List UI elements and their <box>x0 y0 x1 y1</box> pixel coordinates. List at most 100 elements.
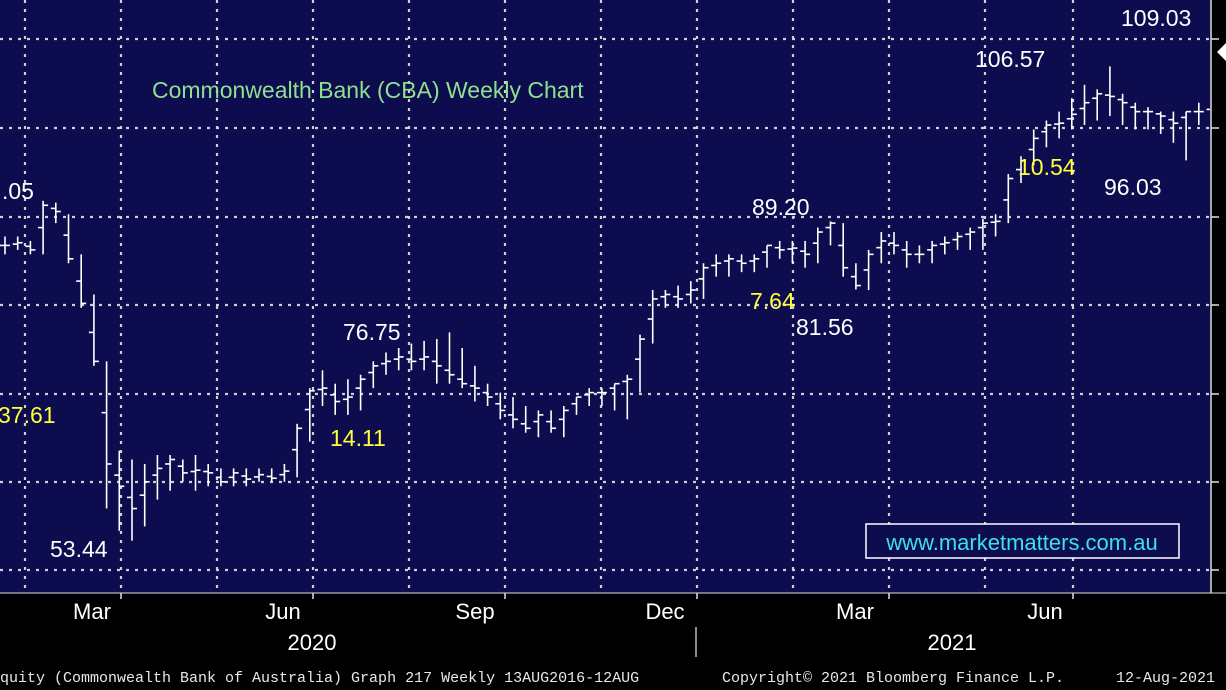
footer <box>0 662 1226 690</box>
annotation-dip-2021: 81.56 <box>796 314 854 340</box>
price-bar <box>393 348 404 371</box>
price-bar <box>1079 84 1090 125</box>
price-bar <box>914 245 925 264</box>
x-axis-year-label: 2021 <box>928 630 977 655</box>
price-bar <box>736 254 747 273</box>
price-bar <box>1155 111 1166 134</box>
price-bar <box>177 459 188 482</box>
footer-copyright: Copyright© 2021 Bloomberg Finance L.P. <box>722 670 1064 687</box>
price-bar <box>711 254 722 277</box>
price-bar <box>127 459 137 541</box>
price-bar <box>647 290 658 344</box>
x-axis-month-label: Mar <box>836 599 874 624</box>
price-bar <box>38 200 49 255</box>
chart-title: Commonwealth Bank (CBA) Weekly Chart <box>152 77 584 103</box>
footer-texts: quity (Commonwealth Bank of Australia) G… <box>0 670 1215 687</box>
price-bar <box>1117 93 1128 125</box>
price-bar <box>431 339 442 384</box>
price-bar <box>927 240 938 264</box>
price-bar <box>342 379 353 415</box>
price-bar <box>977 218 988 250</box>
price-bar <box>381 352 391 375</box>
price-bar <box>139 463 150 527</box>
price-bar <box>876 232 887 264</box>
x-axis: Mar Jun Sep Dec Mar Jun 2020 2021 <box>0 593 1226 662</box>
x-axis-year-label: 2020 <box>288 630 337 655</box>
price-bar <box>0 236 10 255</box>
price-bar <box>965 227 976 250</box>
price-bar <box>304 388 315 442</box>
price-bar <box>889 232 899 255</box>
price-bar <box>1181 110 1192 161</box>
annotation-move-2021: 7.64 <box>750 288 795 314</box>
price-bar <box>990 214 1001 237</box>
price-bar <box>1104 66 1115 117</box>
price-bar <box>406 343 417 371</box>
last-price-marker <box>1217 43 1226 61</box>
x-axis-month-label: Mar <box>73 599 111 624</box>
price-bar <box>520 405 531 433</box>
price-bar <box>508 397 518 429</box>
price-bar <box>165 455 176 491</box>
price-bar <box>101 361 112 509</box>
price-bar <box>12 236 23 250</box>
price-bar <box>660 290 671 308</box>
price-bar <box>88 294 99 366</box>
price-bar <box>609 382 620 411</box>
price-bar <box>419 340 430 371</box>
price-bar <box>825 221 836 246</box>
price-bar <box>838 223 849 277</box>
price-bar <box>939 236 950 255</box>
price-bar <box>749 254 760 273</box>
annotation-low-left: 37.61 <box>0 402 56 428</box>
annotation-prior-high: 106.57 <box>975 46 1045 72</box>
plot-area <box>0 0 1210 593</box>
price-bar <box>190 455 201 491</box>
price-bar <box>1193 102 1204 125</box>
price-bar <box>355 374 366 411</box>
price-bar <box>698 263 709 299</box>
price-bar <box>1028 129 1039 166</box>
price-bar <box>1168 111 1179 143</box>
right-axis <box>1210 0 1226 593</box>
price-bar <box>1143 107 1153 130</box>
price-bar <box>215 468 226 487</box>
price-bar <box>952 232 963 250</box>
price-bar <box>279 463 290 482</box>
price-bar <box>228 468 239 487</box>
right-axis-strip <box>1210 0 1226 593</box>
price-bar <box>723 254 734 277</box>
price-bar <box>1003 174 1014 224</box>
price-bar <box>812 227 823 264</box>
price-bar <box>469 365 480 402</box>
price-bar <box>1130 102 1141 130</box>
price-bar <box>685 281 696 304</box>
price-bar <box>850 263 861 290</box>
x-axis-month-label: Dec <box>645 599 684 624</box>
x-axis-background <box>0 594 1226 662</box>
footer-date: 12-Aug-2021 <box>1116 670 1215 687</box>
price-bar <box>673 285 684 308</box>
price-bar <box>317 370 328 406</box>
price-bar <box>558 405 569 438</box>
watermark-text: www.marketmatters.com.au <box>885 530 1157 555</box>
price-bar <box>622 374 633 420</box>
annotation-move-june: 10.54 <box>1018 154 1076 180</box>
price-bar <box>203 463 214 487</box>
price-bar <box>266 468 277 482</box>
annotation-move-2020: 14.11 <box>330 425 386 451</box>
price-bar <box>50 202 61 224</box>
price-bar <box>762 244 772 268</box>
price-bar <box>1016 156 1026 183</box>
price-bar <box>482 383 493 406</box>
price-bar <box>241 468 252 487</box>
price-bar <box>901 240 912 268</box>
price-bar <box>546 410 557 433</box>
footer-description: quity (Commonwealth Bank of Australia) G… <box>0 670 639 687</box>
price-bar <box>495 392 506 420</box>
price-bar <box>76 254 87 308</box>
x-axis-month-label: Sep <box>455 599 494 624</box>
price-bar <box>292 423 303 478</box>
